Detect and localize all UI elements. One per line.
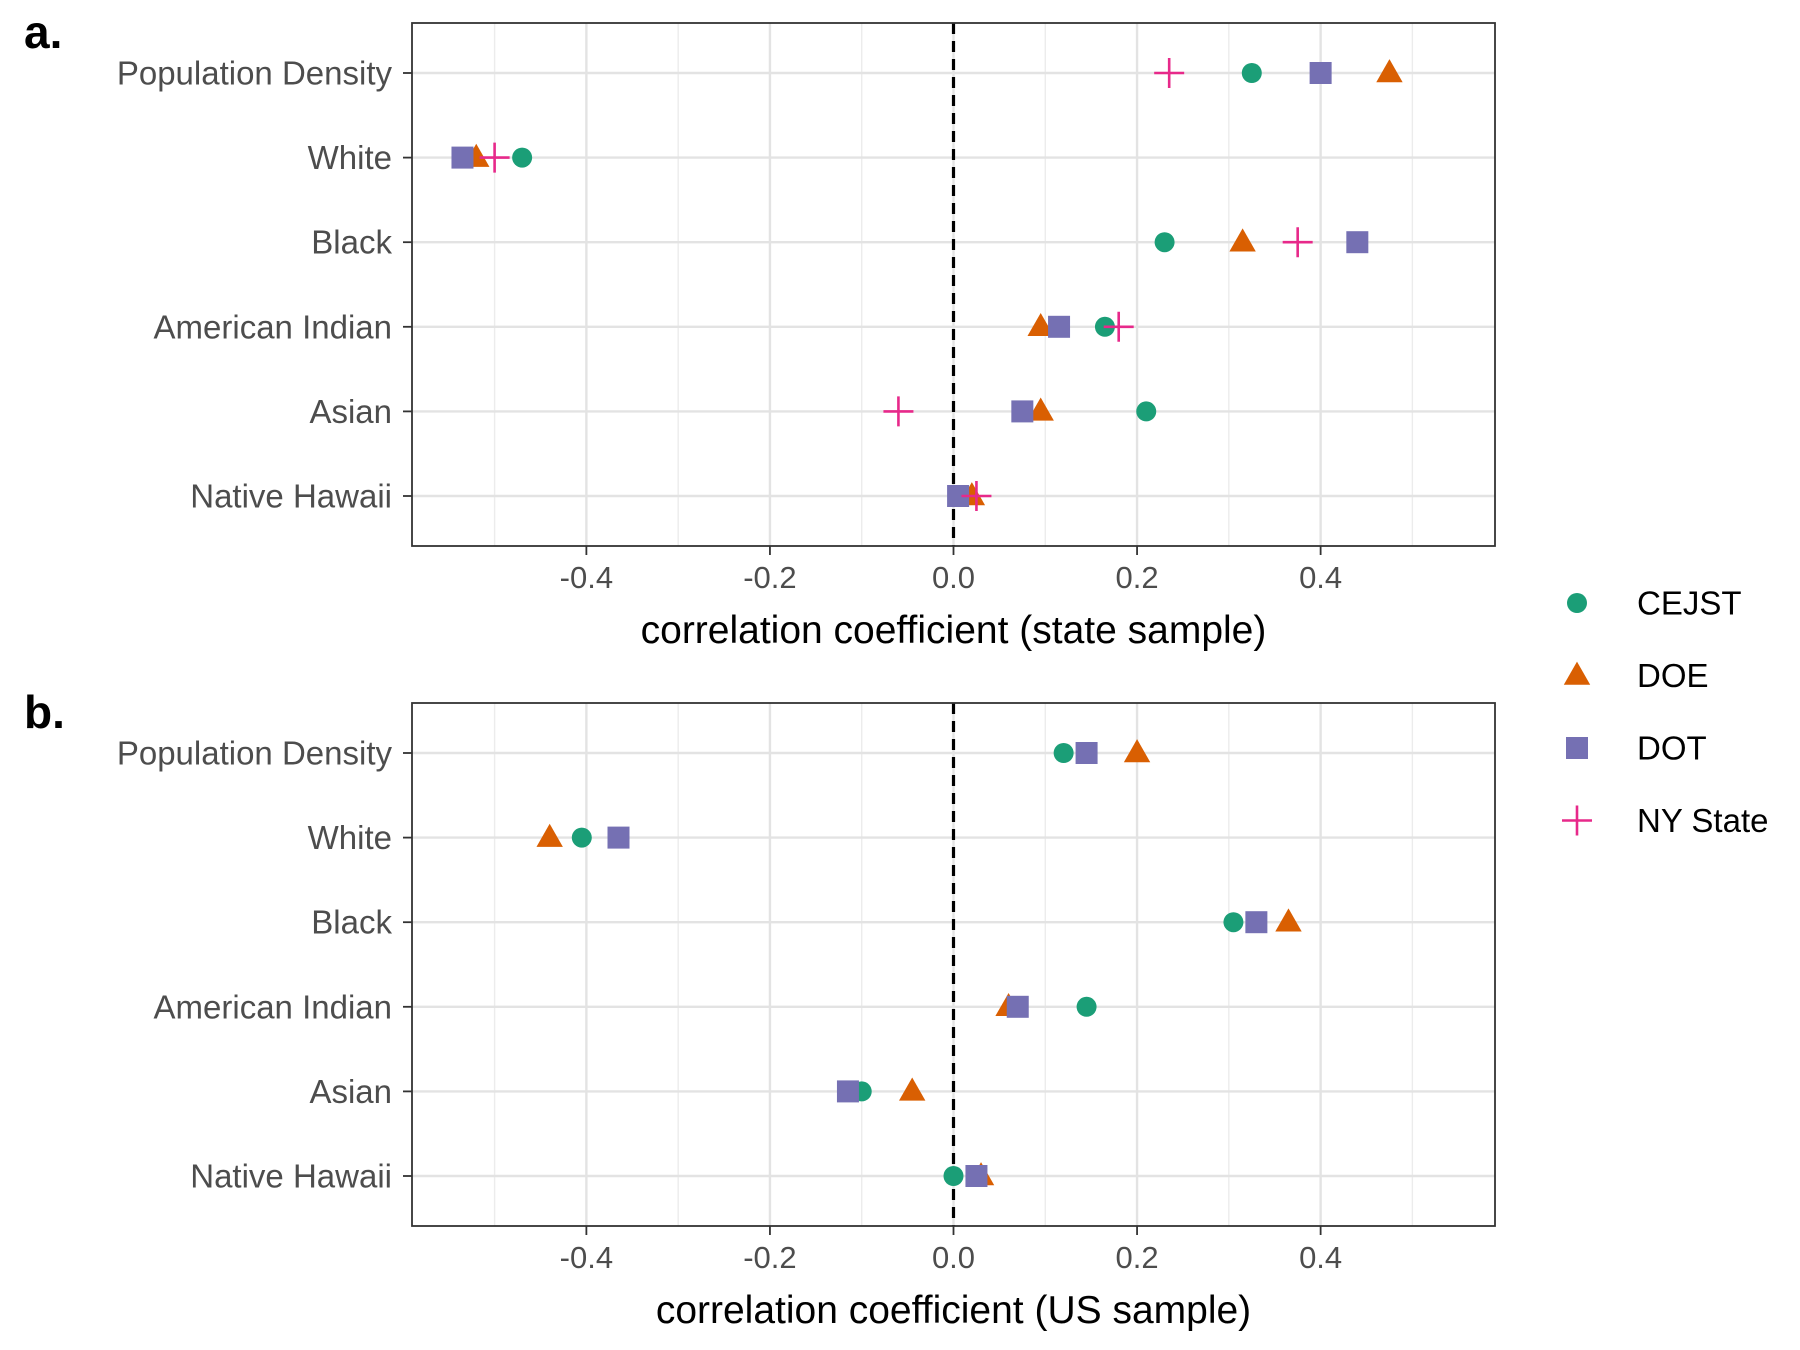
point-ny-state-native-hawaii: [961, 481, 992, 511]
panel-b: Population Density White Black American Ind…: [24, 686, 1496, 1332]
legend-label-cejst: CEJST: [1637, 585, 1742, 622]
point-dot-american-indian: [1006, 995, 1029, 1018]
point-cejst-white: [512, 147, 533, 168]
x-axis-title: correlation coefficient (state sample): [641, 609, 1267, 652]
point-cejst-asian: [1136, 401, 1157, 422]
point-doe-black: [1229, 228, 1256, 252]
legend-label-ny-state: NY State: [1637, 802, 1768, 839]
point-doe-population-density: [1376, 59, 1403, 83]
legend-key-cejst: [1567, 593, 1587, 613]
category-label-white: White: [308, 819, 392, 856]
point-doe-black: [1275, 908, 1302, 932]
point-ny-state-black: [1282, 227, 1313, 258]
category-label-population-density: Population Density: [117, 735, 393, 772]
point-doe-white: [536, 823, 563, 847]
point-cejst-white: [571, 827, 592, 848]
x-axis-title: correlation coefficient (US sample): [656, 1289, 1251, 1332]
category-label-asian: Asian: [309, 393, 392, 430]
point-ny-state-asian: [883, 396, 914, 427]
legend-key-doe: [1563, 661, 1591, 685]
category-label-native-hawaii: Native Hawaii: [190, 1158, 392, 1195]
x-tick-label: -0.2: [743, 1240, 796, 1275]
category-label-black: Black: [311, 904, 392, 941]
point-ny-state-population-density: [1154, 58, 1185, 88]
point-cejst-american-indian: [1076, 996, 1097, 1017]
point-dot-white: [451, 146, 474, 169]
category-label-american-indian: American Indian: [154, 308, 392, 345]
point-dot-asian: [1011, 400, 1034, 423]
point-doe-asian: [1027, 397, 1054, 421]
legend: CEJST DOE DOT NY State: [1562, 585, 1768, 839]
point-cejst-black: [1154, 232, 1175, 253]
panel-letter: b.: [24, 686, 65, 738]
legend-label-dot: DOT: [1637, 730, 1707, 767]
point-dot-population-density: [1309, 62, 1332, 84]
point-cejst-population-density: [1053, 743, 1074, 763]
panel-a: Population Density White Black American Ind…: [24, 6, 1496, 652]
x-tick-label: 0.4: [1299, 1240, 1342, 1275]
panel-letter: a.: [24, 6, 62, 58]
x-tick-label: -0.2: [743, 560, 796, 595]
category-label-population-density: Population Density: [117, 55, 393, 92]
x-tick-label: 0.2: [1116, 560, 1159, 595]
legend-key-dot: [1566, 737, 1588, 759]
point-cejst-native-hawaii: [943, 1166, 964, 1186]
point-cejst-black: [1223, 912, 1244, 933]
x-tick-label: 0.2: [1116, 1240, 1159, 1275]
point-dot-population-density: [1075, 742, 1098, 764]
point-dot-black: [1346, 231, 1369, 254]
category-label-white: White: [308, 139, 392, 176]
x-tick-label: -0.4: [560, 1240, 613, 1275]
legend-label-doe: DOE: [1637, 657, 1709, 694]
category-label-asian: Asian: [309, 1073, 392, 1110]
category-label-native-hawaii: Native Hawaii: [190, 478, 392, 515]
point-doe-population-density: [1123, 739, 1151, 763]
legend-key-ny-state: [1562, 805, 1592, 836]
point-dot-white: [607, 826, 630, 849]
x-tick-label: 0.0: [932, 560, 975, 595]
x-tick-label: 0.4: [1299, 560, 1342, 595]
point-doe-american-indian: [1027, 312, 1054, 337]
point-dot-american-indian: [1048, 315, 1071, 338]
point-dot-black: [1245, 911, 1268, 934]
category-label-american-indian: American Indian: [154, 988, 392, 1025]
point-cejst-population-density: [1241, 63, 1262, 83]
point-ny-state-american-indian: [1103, 311, 1134, 342]
point-dot-native-hawaii: [965, 1165, 988, 1187]
point-ny-state-white: [479, 142, 510, 173]
point-dot-native-hawaii: [947, 485, 970, 507]
x-tick-label: -0.4: [560, 560, 613, 595]
category-label-black: Black: [311, 224, 392, 261]
point-dot-asian: [836, 1080, 859, 1103]
point-doe-asian: [898, 1077, 926, 1101]
x-tick-label: 0.0: [932, 1240, 975, 1275]
